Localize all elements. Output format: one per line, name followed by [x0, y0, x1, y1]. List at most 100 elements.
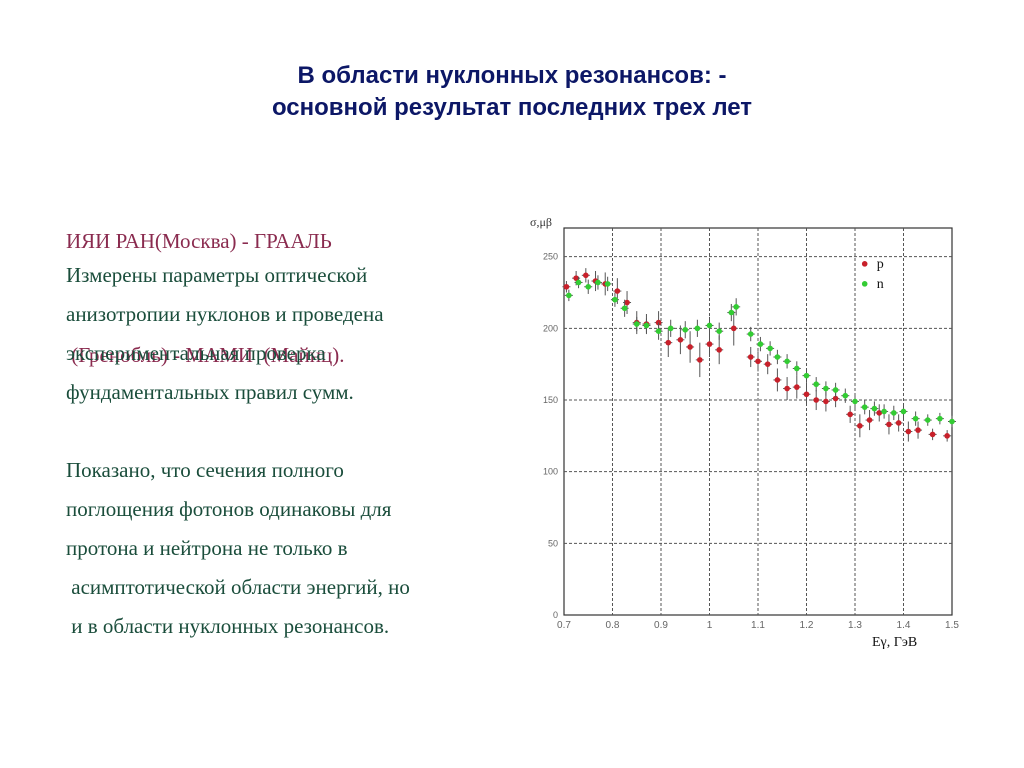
- data-point-n: [842, 392, 849, 399]
- data-point-n: [813, 381, 819, 388]
- data-point-p: [706, 341, 713, 347]
- data-point-n: [757, 341, 764, 347]
- data-point-p: [665, 339, 672, 346]
- data-point-n: [900, 408, 907, 415]
- data-point-n: [694, 325, 701, 332]
- data-point-n: [633, 321, 640, 327]
- x-tick-label: 0.8: [606, 620, 620, 631]
- institutions-text: ИЯИ РАН(Москва) - ГРААЛЬ (Гренобль) - МА…: [66, 146, 344, 412]
- y-tick-label: 0: [553, 610, 558, 620]
- data-point-n: [585, 283, 592, 290]
- x-tick-label: 1: [707, 620, 713, 631]
- institutions-line-2: (Гренобль) - МАМИ (Майнц).: [66, 343, 345, 367]
- data-point-n: [643, 322, 650, 329]
- data-point-p: [677, 337, 684, 343]
- x-tick-label: 1.2: [800, 620, 814, 631]
- data-point-n: [937, 415, 943, 422]
- data-point-p: [895, 420, 902, 426]
- cross-section-chart: 0 50 100 150 200 250 0.7 0.8 0.9 1 1.1 1.2 1.3 1.4 1.5…: [510, 212, 960, 652]
- data-point-p: [944, 433, 950, 439]
- x-tick-label: 1.4: [897, 620, 911, 631]
- data-point-p: [655, 319, 662, 326]
- data-point-n: [612, 296, 618, 303]
- data-point-n: [575, 279, 582, 286]
- data-point-n: [706, 322, 713, 329]
- legend-marker-p: [861, 261, 868, 267]
- data-point-n: [655, 328, 662, 334]
- data-point-p: [866, 417, 873, 423]
- data-point-n: [881, 408, 887, 415]
- paragraph-1-line-3: экспериментальная проверка: [66, 341, 326, 365]
- data-point-p: [784, 385, 790, 392]
- x-tick-label: 1.5: [945, 620, 959, 631]
- data-point-p: [563, 283, 570, 290]
- paragraph-2-line-1: Показано, что сечения полного: [66, 458, 344, 482]
- x-tick-label: 1.1: [751, 620, 765, 631]
- x-tick-label: 1.3: [848, 620, 862, 631]
- data-point-n: [667, 325, 674, 332]
- data-point-n: [912, 415, 919, 422]
- legend-marker-n: [861, 281, 868, 287]
- data-point-p: [823, 398, 829, 405]
- x-axis-label: Eγ, ГэВ: [872, 635, 917, 650]
- data-point-p: [929, 431, 936, 438]
- data-point-n: [784, 358, 790, 365]
- data-point-p: [803, 391, 810, 398]
- title-line-2: основной результат последних трех лет: [271, 94, 753, 121]
- data-point-p: [614, 288, 621, 294]
- y-tick-label: 100: [543, 467, 558, 477]
- data-point-n: [861, 404, 868, 410]
- data-point-n: [774, 354, 781, 360]
- data-point-n: [595, 279, 601, 286]
- data-point-p: [583, 272, 589, 279]
- data-point-p: [915, 427, 921, 433]
- data-point-n: [604, 281, 611, 287]
- data-point-p: [716, 347, 722, 353]
- data-point-n: [682, 326, 689, 333]
- data-point-p: [697, 357, 703, 363]
- data-point-n: [767, 345, 773, 352]
- slide-title: В области нуклонных резонансов: - основн…: [0, 60, 1024, 124]
- data-point-n: [733, 304, 739, 310]
- paragraph-2-line-5: и в области нуклонных резонансов.: [66, 614, 390, 638]
- legend-label-p: p: [877, 257, 884, 272]
- paragraph-2-line-3: протона и нейтрона не только в: [66, 536, 348, 560]
- data-point-p: [905, 428, 912, 435]
- data-point-n: [747, 331, 754, 337]
- data-point-p: [755, 358, 761, 365]
- data-point-p: [747, 354, 754, 360]
- paragraph-2-line-2: поглощения фотонов одинаковы для: [66, 497, 392, 521]
- data-point-p: [774, 377, 781, 383]
- y-tick-label: 150: [543, 395, 558, 405]
- data-point-p: [847, 411, 853, 418]
- title-line-1: В области нуклонных резонансов: -: [297, 62, 727, 89]
- data-point-p: [886, 421, 892, 428]
- data-point-p: [764, 361, 771, 367]
- data-point-n: [832, 387, 839, 393]
- chart-svg: 0 50 100 150 200 250 0.7 0.8 0.9 1 1.1 1.2 1.3 1.4 1.5…: [530, 215, 959, 650]
- data-point-n: [891, 410, 897, 416]
- data-point-n: [716, 328, 722, 334]
- data-point-p: [687, 344, 693, 350]
- paragraph-1-line-2: анизотропии нуклонов и проведена: [66, 302, 384, 326]
- data-point-n: [566, 292, 572, 299]
- x-tick-label: 0.7: [557, 620, 571, 631]
- data-point-n: [852, 398, 858, 405]
- y-tick-label: 250: [543, 252, 558, 262]
- body-text: Измерены параметры оптической анизотропи…: [66, 256, 410, 646]
- data-point-p: [730, 325, 737, 332]
- plot-frame: [563, 227, 953, 616]
- y-axis-label: σ,μβ: [530, 215, 552, 229]
- y-tick-label: 200: [543, 323, 558, 333]
- data-point-n: [924, 417, 931, 423]
- paragraph-1-line-1: Измерены параметры оптической: [66, 263, 368, 287]
- institutions-line-1: ИЯИ РАН(Москва) - ГРААЛЬ: [66, 229, 332, 253]
- data-point-p: [624, 299, 630, 306]
- data-point-n: [823, 385, 829, 392]
- data-point-p: [832, 395, 839, 402]
- paragraph-spacer: [66, 412, 410, 451]
- data-point-n: [794, 365, 800, 372]
- y-tick-label: 50: [548, 538, 558, 548]
- data-point-p: [857, 423, 863, 429]
- data-point-p: [876, 410, 883, 416]
